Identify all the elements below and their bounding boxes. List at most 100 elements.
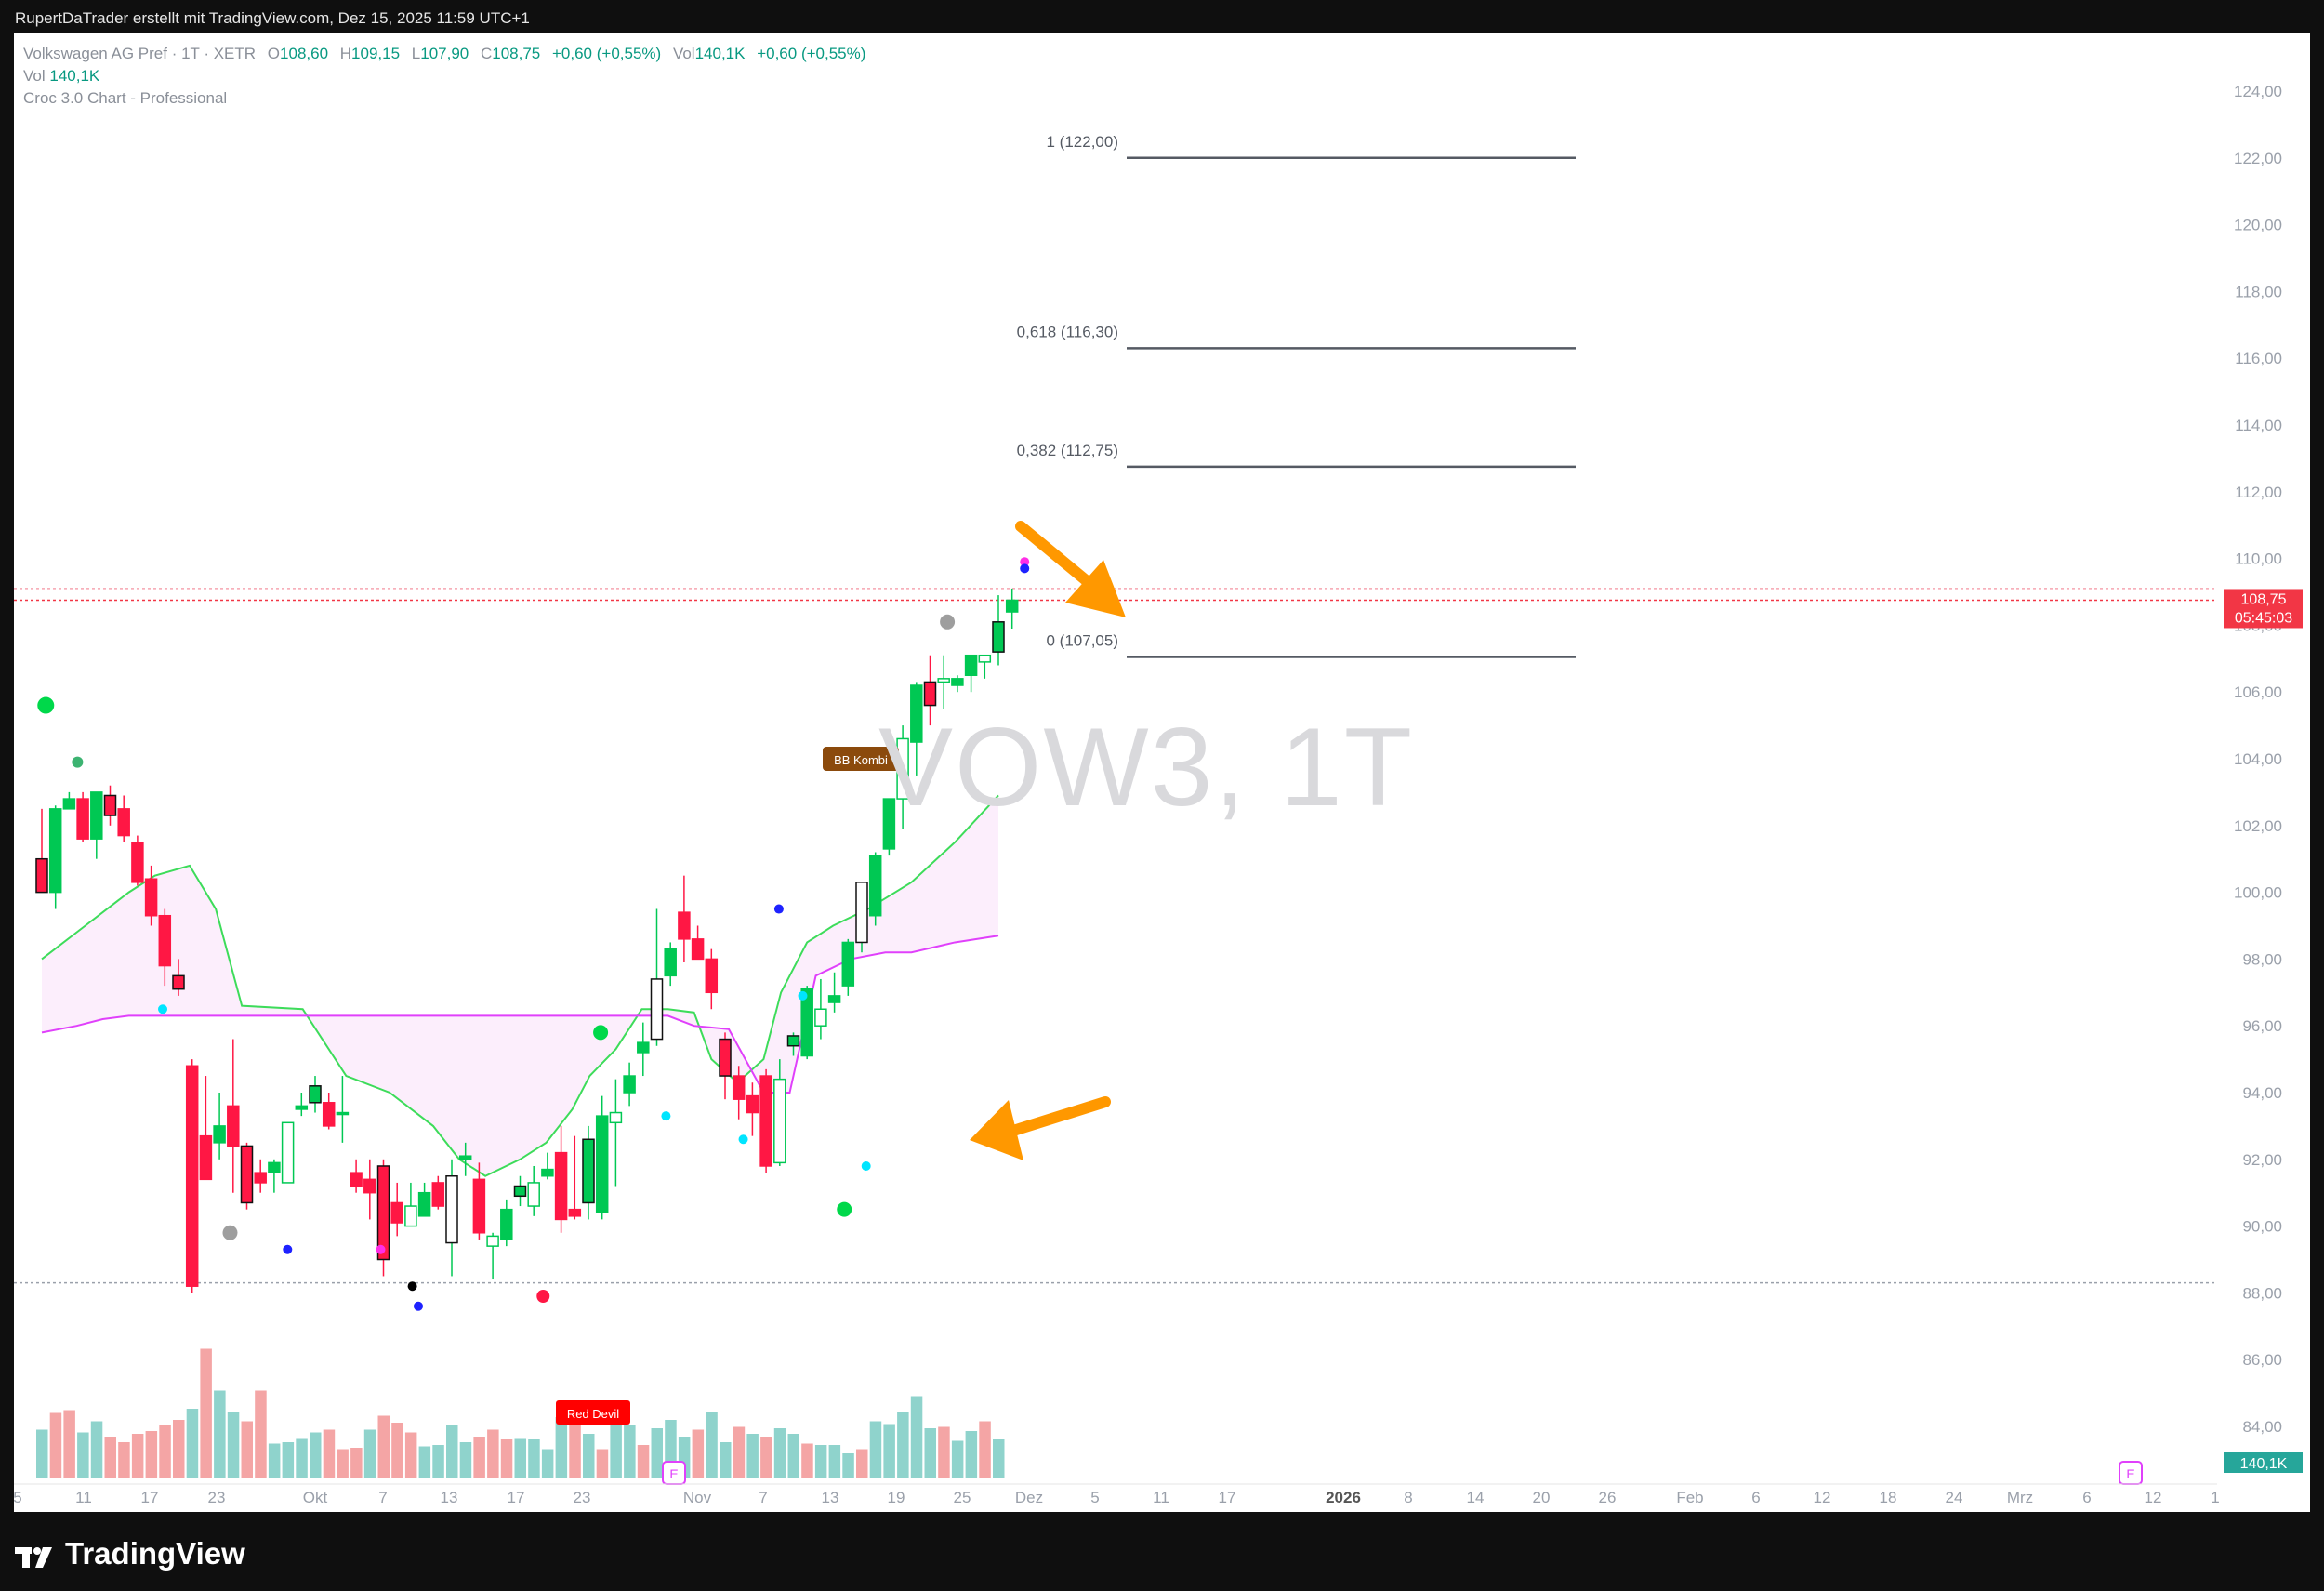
arrow-2-shaft bbox=[1008, 1096, 1111, 1136]
volume-bar bbox=[706, 1412, 718, 1478]
volume-bar bbox=[63, 1410, 75, 1478]
volume-bar bbox=[104, 1437, 116, 1478]
price-axis-bg bbox=[2217, 33, 2310, 1512]
candle-body bbox=[637, 1041, 650, 1054]
price-chart[interactable]: 1 (122,00) 0,618 (116,30) 0,382 (112,75) 0 … bbox=[14, 33, 2310, 1512]
time-axis-label: 11 bbox=[75, 1489, 92, 1506]
legend: Volkswagen AG Pref · 1T · XETR O108,60 H… bbox=[23, 43, 865, 110]
vol-change-value: +0,60 (+0,55%) bbox=[757, 45, 866, 62]
vol-label: Vol bbox=[672, 45, 695, 62]
volume-bar bbox=[801, 1443, 813, 1478]
volume-bar bbox=[773, 1428, 786, 1478]
candle-body bbox=[882, 798, 896, 850]
volume-bar bbox=[760, 1437, 772, 1478]
volume-bar bbox=[583, 1434, 595, 1478]
signal-dot bbox=[861, 1160, 871, 1171]
close-value: 108,75 bbox=[492, 45, 541, 62]
volume-bar bbox=[938, 1426, 950, 1478]
vol-row-value: 140,1K bbox=[49, 67, 100, 85]
volume-bar bbox=[883, 1424, 895, 1478]
price-axis-label: 90,00 bbox=[2242, 1218, 2282, 1236]
candle-body bbox=[458, 1155, 472, 1160]
tradingview-logo-icon bbox=[15, 1542, 58, 1568]
volume-bar bbox=[910, 1396, 923, 1478]
tradingview-brand[interactable]: TradingView bbox=[15, 1536, 245, 1571]
signal-dot bbox=[222, 1225, 238, 1240]
signal-dot bbox=[1020, 563, 1030, 574]
candle-body bbox=[62, 798, 76, 810]
candle-body bbox=[650, 978, 664, 1041]
candle-body bbox=[1005, 599, 1019, 613]
signal-dot bbox=[158, 1004, 168, 1014]
volume-bar bbox=[282, 1442, 295, 1478]
candle-body bbox=[513, 1185, 527, 1198]
high-label: H bbox=[339, 45, 352, 62]
price-axis-label: 86,00 bbox=[2242, 1351, 2282, 1369]
chart-panel[interactable]: 1 (122,00) 0,618 (116,30) 0,382 (112,75) 0 … bbox=[14, 33, 2310, 1512]
change-value: +0,60 (+0,55%) bbox=[552, 45, 662, 62]
open-value: 108,60 bbox=[280, 45, 329, 62]
volume-bar bbox=[993, 1439, 1005, 1478]
time-axis-label: 6 bbox=[1751, 1489, 1760, 1506]
volume-bar bbox=[268, 1443, 281, 1478]
volume-bar bbox=[323, 1429, 336, 1478]
candle-body bbox=[404, 1205, 417, 1227]
time-axis-label: 17 bbox=[141, 1489, 159, 1506]
time-axis-label: 20 bbox=[1533, 1489, 1551, 1506]
fib-label: 0 (107,05) bbox=[1047, 632, 1119, 650]
open-label: O bbox=[267, 45, 281, 62]
candle-body bbox=[691, 938, 705, 961]
arrow-2-head bbox=[970, 1100, 1023, 1160]
candle-body bbox=[705, 958, 719, 994]
volume-bar bbox=[965, 1431, 978, 1478]
candle-body bbox=[732, 1075, 746, 1100]
candle-body bbox=[500, 1208, 513, 1240]
volume-bar bbox=[159, 1425, 171, 1478]
time-axis-label: 1 bbox=[2211, 1489, 2219, 1506]
candle-body bbox=[213, 1125, 226, 1144]
ichimoku-cloud bbox=[41, 794, 999, 1177]
price-axis-label: 118,00 bbox=[2235, 283, 2282, 300]
time-axis-label: Nov bbox=[683, 1489, 712, 1506]
candle-body bbox=[786, 1035, 800, 1047]
price-axis-label: 102,00 bbox=[2234, 817, 2282, 835]
time-axis-label: 17 bbox=[1219, 1489, 1236, 1506]
time-axis-label: 13 bbox=[822, 1489, 839, 1506]
volume-bar bbox=[979, 1421, 991, 1478]
volume-bar bbox=[733, 1426, 746, 1478]
earnings-label: E bbox=[2126, 1466, 2134, 1481]
candle-body bbox=[937, 678, 950, 683]
time-axis-label: 25 bbox=[954, 1489, 971, 1506]
candle-body bbox=[376, 1165, 390, 1261]
volume-bar bbox=[145, 1431, 158, 1478]
volume-bar bbox=[36, 1429, 48, 1478]
volume-bar bbox=[651, 1428, 663, 1478]
earnings-label: E bbox=[669, 1466, 678, 1481]
candle-body bbox=[923, 681, 937, 707]
candle-body bbox=[445, 1175, 458, 1244]
price-axis-label: 122,00 bbox=[2234, 150, 2282, 167]
candle-body bbox=[827, 995, 841, 1003]
chart-header-text: RupertDaTrader erstellt mit TradingView.… bbox=[15, 9, 530, 27]
candle-body bbox=[295, 1105, 309, 1110]
signal-dot bbox=[407, 1281, 417, 1292]
candle-body bbox=[664, 948, 677, 977]
volume-bar bbox=[310, 1432, 322, 1478]
time-axis-label: 23 bbox=[208, 1489, 226, 1506]
candle-body bbox=[363, 1178, 376, 1194]
candle-body bbox=[486, 1235, 499, 1247]
volume-bars bbox=[36, 1348, 1005, 1478]
axes: 124,00 122,00 120,00 118,00 116,00 114,00 112,… bbox=[14, 33, 2310, 1512]
volume-bar bbox=[350, 1448, 363, 1478]
time-axis-label: 7 bbox=[759, 1489, 767, 1506]
time-axis-label: 12 bbox=[1814, 1489, 1831, 1506]
signal-dot bbox=[283, 1244, 293, 1254]
volume-bar bbox=[500, 1439, 513, 1478]
volume-bar bbox=[377, 1415, 390, 1478]
arrow-1-head bbox=[1065, 560, 1126, 617]
volume-bar bbox=[828, 1445, 841, 1478]
volume-bar bbox=[418, 1446, 431, 1478]
candle-body bbox=[582, 1138, 595, 1204]
time-axis-label: Mrz bbox=[2007, 1489, 2033, 1506]
candle-body bbox=[431, 1182, 445, 1207]
